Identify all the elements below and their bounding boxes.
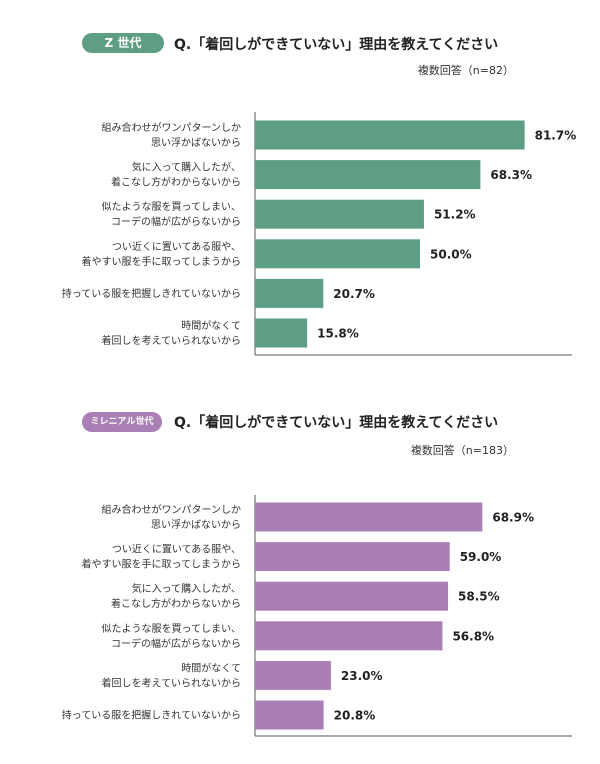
millennial-category-label: 似たような服を買ってしまい、	[102, 623, 242, 635]
gen-z-value-label: 68.3%	[490, 168, 532, 182]
gen-z-category-label: 着こなし方がわからないから	[111, 176, 241, 189]
millennial-category-label: 着こなし方がわからないから	[111, 597, 241, 610]
gen-z-question-title: Q.「着回しができていない」理由を教えてください	[174, 37, 499, 53]
millennial-category-label: つい近くに置いてある服や、	[112, 543, 241, 556]
millennial-bar	[255, 700, 324, 730]
gen-z-panel: Z 世代 Q.「着回しができていない」理由を教えてください 複数回答（n=82）…	[0, 0, 600, 380]
gen-z-value-label: 15.8%	[317, 327, 359, 341]
millennial-value-label: 23.0%	[341, 669, 383, 683]
millennial-badge: ミレニアル世代	[82, 412, 162, 432]
gen-z-bar	[255, 278, 324, 308]
gen-z-sample-note: 複数回答（n=82）	[417, 64, 514, 77]
millennial-value-label: 56.8%	[452, 629, 494, 643]
gen-z-category-label: 似たような服を買ってしまい、	[102, 201, 242, 213]
gen-z-value-label: 51.2%	[434, 208, 476, 222]
millennial-value-label: 68.9%	[492, 511, 534, 525]
millennial-panel: ミレニアル世代 Q.「着回しができていない」理由を教えてください 複数回答（n=…	[0, 395, 600, 764]
gen-z-bar	[255, 160, 481, 190]
gen-z-category-label: つい近くに置いてある服や、	[112, 240, 241, 253]
gen-z-category-label: コーデの幅が広がらないから	[111, 215, 241, 228]
millennial-category-label: 組み合わせがワンパターンしか	[102, 503, 242, 516]
millennial-category-label: 持っている服を把握しきれていないから	[62, 709, 241, 722]
millennial-value-label: 59.0%	[460, 550, 502, 564]
millennial-category-label: 着回しを考えていられないから	[102, 676, 242, 689]
gen-z-bar	[255, 120, 525, 150]
gen-z-bar	[255, 318, 308, 348]
millennial-category-label: 時間がなくて	[181, 661, 241, 674]
gen-z-category-label: 着回しを考えていられないから	[102, 334, 242, 347]
gen-z-bar	[255, 239, 420, 269]
millennial-bar	[255, 502, 483, 532]
gen-z-category-label: 着やすい服を手に取ってしまうから	[82, 255, 242, 268]
gen-z-category-label: 思い浮かばないから	[151, 137, 241, 149]
gen-z-value-label: 81.7%	[535, 129, 577, 143]
millennial-category-label: 思い浮かばないから	[151, 519, 241, 531]
gen-z-value-label: 50.0%	[430, 247, 472, 261]
gen-z-bar	[255, 199, 424, 229]
millennial-bar	[255, 542, 450, 572]
millennial-value-label: 20.8%	[334, 709, 376, 723]
millennial-category-label: 着やすい服を手に取ってしまうから	[82, 558, 242, 571]
gen-z-category-label: 気に入って購入したが、	[132, 161, 241, 174]
millennial-category-label: コーデの幅が広がらないから	[111, 637, 241, 650]
millennial-question-title: Q.「着回しができていない」理由を教えてください	[174, 415, 499, 431]
millennial-sample-note: 複数回答（n=183）	[410, 444, 514, 457]
millennial-category-label: 気に入って購入したが、	[132, 582, 241, 595]
millennial-bar	[255, 621, 443, 651]
gen-z-badge: Z 世代	[82, 33, 164, 53]
gen-z-category-label: 時間がなくて	[181, 319, 241, 332]
gen-z-value-label: 20.7%	[333, 287, 375, 301]
millennial-value-label: 58.5%	[458, 590, 500, 604]
millennial-bar	[255, 581, 449, 611]
millennial-bar	[255, 660, 331, 690]
gen-z-category-label: 持っている服を把握しきれていないから	[62, 287, 241, 300]
gen-z-category-label: 組み合わせがワンパターンしか	[102, 121, 242, 134]
